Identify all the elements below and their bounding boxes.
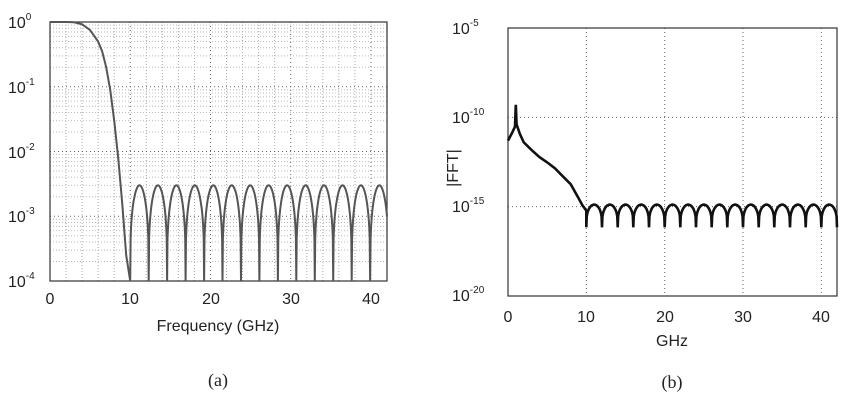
chart-b-xtick-label: 20 — [656, 309, 674, 326]
chart-b-ytick-label: 10-20 — [452, 285, 485, 305]
chart-a-x-axis-label: Frequency (GHz) — [157, 318, 280, 335]
chart-a-series-line — [50, 21, 388, 282]
chart-a-xtick-label: 20 — [202, 291, 220, 308]
chart-a-caption: (a) — [208, 370, 228, 391]
chart-b-xtick-label: 30 — [734, 309, 752, 326]
chart-b-ytick-label: 10-5 — [452, 18, 479, 38]
chart-a-ytick-label: 10-2 — [8, 142, 35, 162]
chart-a-ytick-label: 10-3 — [8, 206, 35, 226]
chart-b-xtick-label: 0 — [504, 309, 513, 326]
chart-b-xtick-labels: 0 10 20 30 40 — [504, 309, 830, 326]
chart-b-xtick-label: 10 — [577, 309, 595, 326]
chart-b-series-line — [506, 104, 839, 228]
chart-a-ytick-label: 10-1 — [8, 77, 35, 97]
chart-b-x-axis-label: GHz — [656, 333, 688, 350]
chart-b-ytick-label: 10-10 — [452, 107, 485, 127]
chart-a-xtick-label: 30 — [282, 291, 300, 308]
chart-b-ytick-label: 10-15 — [452, 196, 485, 216]
chart-b-ytick-labels: 10-5 10-10 10-15 10-20 — [452, 18, 485, 305]
chart-a-xtick-label: 40 — [362, 291, 380, 308]
chart-b: 10-5 10-10 10-15 10-20 |FFT| 0 10 20 30 … — [445, 18, 839, 393]
chart-a-xtick-label: 0 — [46, 291, 55, 308]
chart-a-xtick-label: 10 — [121, 291, 139, 308]
chart-b-plot-frame — [507, 27, 838, 297]
chart-a: 100 10-1 10-2 10-3 10-4 0 10 20 30 40 Fr… — [8, 12, 388, 391]
chart-a-gridlines — [50, 22, 387, 281]
chart-b-xtick-label: 40 — [812, 309, 830, 326]
chart-b-caption: (b) — [662, 372, 683, 393]
chart-b-y-axis-label: |FFT| — [445, 149, 462, 187]
chart-a-ytick-label: 10-4 — [8, 271, 35, 291]
chart-a-plot-frame — [49, 21, 388, 282]
chart-a-ytick-labels: 100 10-1 10-2 10-3 10-4 — [8, 12, 35, 291]
chart-b-gridlines — [508, 28, 837, 296]
chart-a-ytick-label: 100 — [8, 12, 32, 32]
chart-a-xtick-labels: 0 10 20 30 40 — [46, 291, 380, 308]
